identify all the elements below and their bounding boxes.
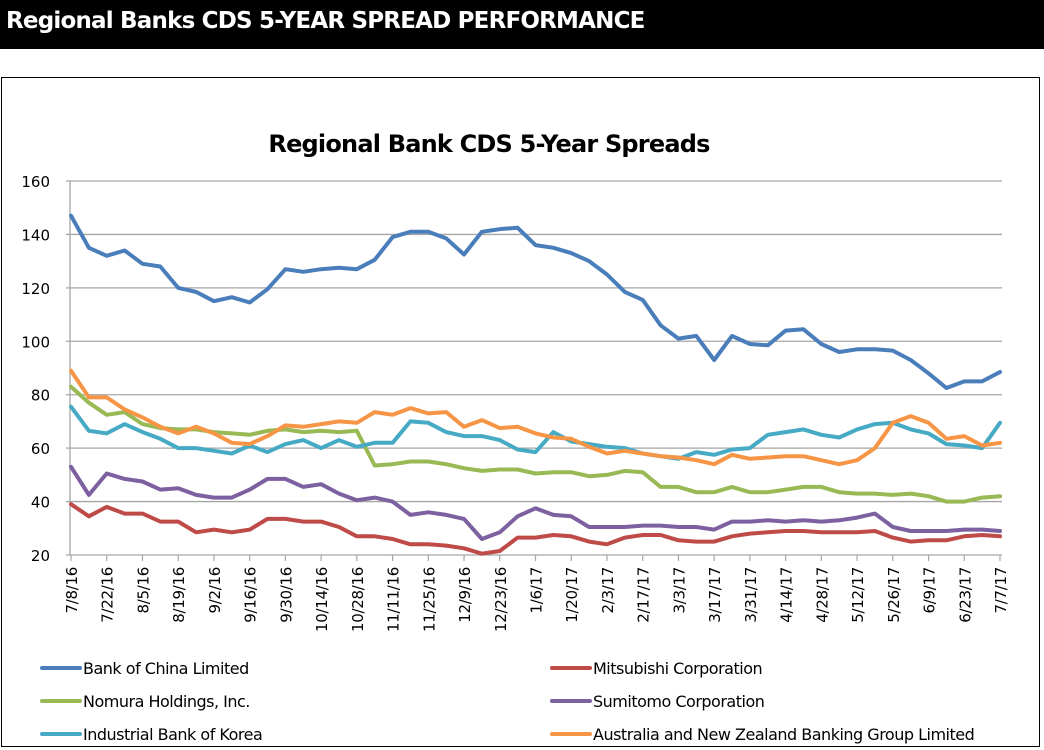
y-tick-label: 120 xyxy=(21,280,50,298)
chart-title: Regional Bank CDS 5-Year Spreads xyxy=(268,130,710,158)
legend-item-bank-of-china-limited: Bank of China Limited xyxy=(40,657,249,679)
x-tick-label: 1/6/17 xyxy=(528,567,546,613)
x-tick-label: 9/30/16 xyxy=(277,567,295,623)
x-tick-label: 12/9/16 xyxy=(456,567,474,623)
legend-item-industrial-bank-of-korea: Industrial Bank of Korea xyxy=(40,723,263,745)
legend-swatch xyxy=(550,732,592,736)
x-tick-label: 11/11/16 xyxy=(385,567,403,632)
x-axis: 7/8/16 7/22/16 8/5/16 8/19/16 9/2/16 9/16/16 9… xyxy=(63,554,1010,632)
y-axis: 20 40 60 80 100 120 140 160 xyxy=(21,173,71,565)
x-tick-label: 7/22/16 xyxy=(99,567,117,623)
x-tick-label: 12/23/16 xyxy=(492,567,510,632)
y-tick-label: 100 xyxy=(21,333,50,351)
x-tick-label: 1/20/17 xyxy=(563,567,581,623)
series-line-industrial-bank-of-korea xyxy=(69,404,1002,461)
series-line-mitsubishi-corporation xyxy=(69,502,1002,556)
x-tick-label: 3/17/17 xyxy=(706,567,724,623)
legend-label: Mitsubishi Corporation xyxy=(593,658,763,678)
x-tick-label: 9/16/16 xyxy=(242,567,260,623)
x-tick-label: 10/14/16 xyxy=(313,567,331,632)
x-tick-label: 6/23/17 xyxy=(956,567,974,623)
x-tick-label: 2/3/17 xyxy=(599,567,617,613)
legend-swatch xyxy=(40,666,82,670)
legend-swatch xyxy=(40,732,82,736)
legend-swatch xyxy=(550,699,592,703)
chart-frame xyxy=(1,77,1040,747)
legend-swatch xyxy=(40,699,82,703)
legend-label: Sumitomo Corporation xyxy=(593,691,765,711)
x-tick-label: 4/28/17 xyxy=(813,567,831,623)
series-line-bank-of-china-limited xyxy=(69,213,1002,390)
legend-label: Industrial Bank of Korea xyxy=(83,724,263,744)
x-tick-label: 5/12/17 xyxy=(849,567,867,623)
gridlines xyxy=(66,180,1002,503)
x-tick-label: 8/5/16 xyxy=(134,567,152,613)
series-line-australia-and-new-zealand-banking-group-limited xyxy=(69,368,1002,467)
x-tick-label: 9/2/16 xyxy=(206,567,224,613)
x-tick-label: 3/3/17 xyxy=(670,567,688,613)
y-tick-label: 160 xyxy=(21,173,50,191)
y-tick-label: 140 xyxy=(21,226,50,244)
x-tick-label: 3/31/17 xyxy=(742,567,760,623)
x-tick-label: 7/8/16 xyxy=(63,567,81,613)
x-tick-label: 10/28/16 xyxy=(349,567,367,632)
legend-item-australia-and-new-zealand-banking-group-limited: Australia and New Zealand Banking Group … xyxy=(550,723,975,745)
x-tick-label: 11/25/16 xyxy=(420,567,438,632)
y-tick-label: 60 xyxy=(31,440,50,458)
legend-swatch xyxy=(550,666,592,670)
x-tick-label: 8/19/16 xyxy=(170,567,188,623)
banner-title: Regional Banks CDS 5-YEAR SPREAD PERFORM… xyxy=(6,8,645,34)
x-tick-label: 2/17/17 xyxy=(635,567,653,623)
y-tick-label: 20 xyxy=(31,547,50,565)
y-tick-label: 80 xyxy=(31,387,50,405)
series-line-sumitomo-corporation xyxy=(69,464,1002,541)
legend-label: Bank of China Limited xyxy=(83,658,249,678)
legend-label: Nomura Holdings, Inc. xyxy=(83,691,250,711)
x-tick-label: 6/9/17 xyxy=(921,567,939,613)
x-tick-label: 4/14/17 xyxy=(778,567,796,623)
x-tick-label: 7/7/17 xyxy=(992,567,1010,613)
series-lines xyxy=(69,213,1002,556)
legend-label: Australia and New Zealand Banking Group … xyxy=(593,724,975,744)
x-tick-label: 5/26/17 xyxy=(885,567,903,623)
legend-item-mitsubishi-corporation: Mitsubishi Corporation xyxy=(550,657,763,679)
legend-item-nomura-holdings-inc: Nomura Holdings, Inc. xyxy=(40,690,250,712)
page-banner: Regional Banks CDS 5-YEAR SPREAD PERFORM… xyxy=(0,0,1044,49)
series-line-nomura-holdings-inc xyxy=(69,384,1002,504)
y-tick-label: 40 xyxy=(31,494,50,512)
legend-item-sumitomo-corporation: Sumitomo Corporation xyxy=(550,690,765,712)
